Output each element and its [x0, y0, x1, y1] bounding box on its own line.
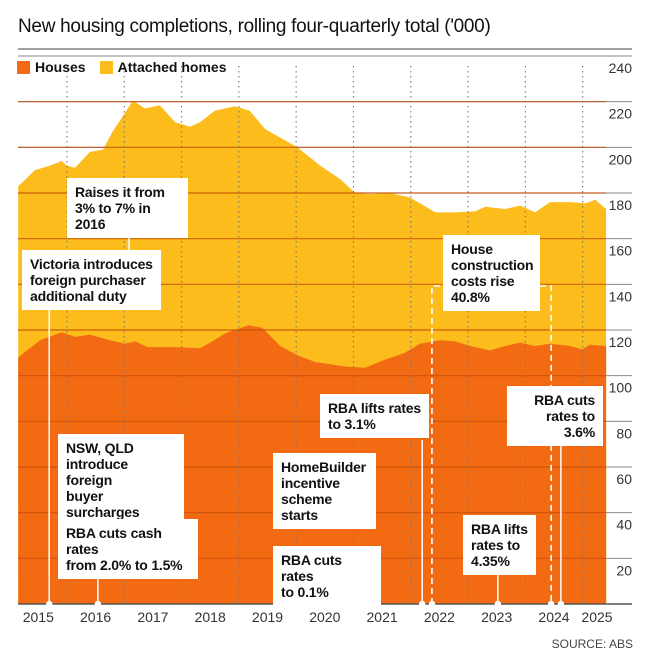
annotation-line: RBA cuts cash rates	[66, 525, 162, 557]
source-note: SOURCE: ABS	[551, 637, 633, 651]
y-tick-label: 200	[609, 151, 633, 167]
annotation-rba-lifts-3-1: RBA lifts rates to 3.1%	[320, 394, 429, 438]
annotation-line: to 3.1%	[328, 416, 376, 432]
x-tick-label: 2022	[424, 609, 455, 625]
annotation-rba-cuts-1-5: RBA cuts cash rates from 2.0% to 1.5%	[58, 519, 198, 579]
marker-victoria	[45, 600, 53, 608]
x-tick-label: 2021	[367, 609, 398, 625]
annotation-line: incentive	[281, 475, 340, 491]
annotation-line: 40.8%	[451, 289, 490, 305]
y-tick-label: 160	[609, 243, 633, 259]
annotation-rba-cuts-0-1: RBA cuts rates to 0.1%	[273, 546, 381, 606]
y-tick-label: 240	[609, 60, 633, 76]
y-tick-label: 40	[616, 517, 632, 533]
x-tick-label: 2023	[481, 609, 512, 625]
y-tick-label: 120	[609, 334, 633, 350]
annotation-line: additional duty	[30, 288, 127, 304]
annotation-line: rates to	[471, 537, 520, 553]
legend-swatch-houses	[17, 60, 30, 74]
y-tick-label: 20	[616, 562, 632, 578]
annotation-line: Raises it from	[75, 184, 165, 200]
y-tick-label: 60	[616, 471, 632, 487]
x-tick-label: 2024	[538, 609, 569, 625]
legend-swatch-attached	[99, 60, 113, 74]
marker-rba-4-35	[494, 600, 502, 608]
annotation-nsw-qld: NSW, QLD introduce foreign buyer surchar…	[58, 434, 184, 526]
bracket-construction-costs	[431, 285, 552, 604]
y-tick-label: 220	[609, 106, 633, 122]
annotation-construction-costs: House construction costs rise 40.8%	[443, 235, 540, 311]
x-tick-label: 2025	[581, 609, 612, 625]
annotation-victoria: Victoria introduces foreign purchaser ad…	[22, 250, 161, 310]
annotation-line: HomeBuilder	[281, 459, 366, 475]
annotation-raises: Raises it from 3% to 7% in 2016	[67, 178, 188, 238]
annotation-line: introduce foreign	[66, 456, 128, 488]
annotation-line: from 2.0% to 1.5%	[66, 557, 190, 573]
annotation-rba-cuts-3-6: RBA cuts rates to 3.6%	[507, 386, 603, 446]
annotation-line: RBA lifts	[471, 521, 528, 537]
y-tick-label: 180	[609, 197, 633, 213]
x-tick-label: 2020	[309, 609, 340, 625]
annotation-line: buyer surcharges	[66, 488, 140, 520]
marker-construction-end	[547, 600, 555, 608]
annotation-line: 3% to 7% in 2016	[75, 200, 151, 232]
marker-construction-start	[428, 600, 436, 608]
annotation-line: scheme starts	[281, 491, 332, 523]
annotation-emphasis: 2.0% to 1.5%	[100, 557, 183, 573]
annotation-line: costs rise	[451, 273, 532, 289]
y-tick-label: 80	[616, 425, 632, 441]
legend-item-houses: Houses	[17, 59, 86, 75]
annotation-homebuilder: HomeBuilder incentive scheme starts	[273, 453, 376, 529]
annotation-line: 4.35%	[471, 553, 510, 569]
annotation-text: costs	[451, 273, 491, 289]
annotation-line: to 0.1%	[281, 584, 329, 600]
annotation-line: House	[451, 241, 493, 257]
annotation-line: Victoria introduces	[30, 256, 153, 272]
marker-rba-3-1	[419, 600, 426, 608]
x-tick-label: 2019	[252, 609, 283, 625]
legend: Houses Attached homes	[17, 59, 241, 75]
legend-label-attached: Attached homes	[117, 59, 227, 75]
x-tick-label: 2016	[80, 609, 111, 625]
y-tick-label: 140	[609, 288, 633, 304]
annotation-line: rates to 3.6%	[546, 408, 595, 440]
chart-title: New housing completions, rolling four-qu…	[18, 16, 491, 37]
y-tick-label: 100	[609, 380, 633, 396]
legend-label-houses: Houses	[35, 59, 86, 75]
x-tick-label: 2018	[195, 609, 226, 625]
annotation-line: construction	[451, 257, 534, 273]
legend-item-attached: Attached homes	[99, 59, 227, 75]
x-tick-label: 2017	[137, 609, 168, 625]
annotation-emphasis: rise	[490, 273, 515, 289]
marker-rba-3-6	[557, 600, 565, 608]
annotation-line: foreign purchaser	[30, 272, 146, 288]
annotation-line: NSW, QLD	[66, 440, 134, 456]
annotation-text: from	[66, 557, 101, 573]
annotation-rba-lifts-4-35: RBA lifts rates to 4.35%	[463, 515, 536, 575]
annotation-line: RBA cuts	[534, 392, 595, 408]
annotation-line: RBA lifts rates	[328, 400, 421, 416]
x-tick-label: 2015	[23, 609, 54, 625]
marker-rba-1-5	[94, 600, 102, 608]
annotation-line: RBA cuts rates	[281, 552, 342, 584]
